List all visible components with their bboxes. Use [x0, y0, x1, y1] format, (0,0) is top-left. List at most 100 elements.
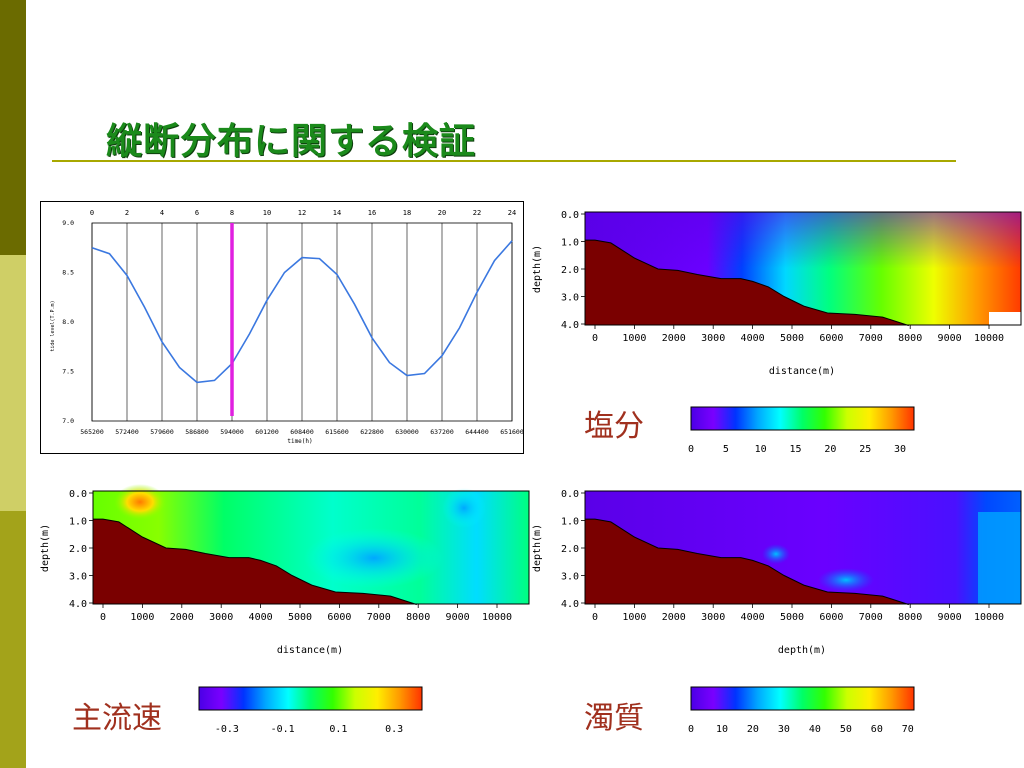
tide-y-tick-label: 9.0	[62, 219, 74, 227]
x-tick-label: 10000	[482, 612, 512, 623]
tide-bottom-tick-label: 608400	[290, 428, 314, 436]
x-tick-label: 7000	[367, 612, 391, 623]
x-tick-label: 1000	[622, 333, 646, 344]
tide-y-tick-label: 7.5	[62, 368, 74, 376]
y-tick-label: 1.0	[561, 238, 579, 249]
x-tick-label: 7000	[859, 333, 883, 344]
y-tick-label: 4.0	[69, 599, 87, 610]
y-tick-label: 2.0	[69, 544, 87, 555]
x-tick-label: 3000	[701, 333, 725, 344]
velocity-section-plot: 0 1000 2000 3000 4000 5000 6000 7000 8000 9000 100…	[40, 484, 530, 656]
x-tick-label: 3000	[209, 612, 233, 623]
tide-bottom-tick-label: 594000	[220, 428, 244, 436]
x-tick-label: 9000	[446, 612, 470, 623]
tide-bottom-tick-label: 565200	[80, 428, 104, 436]
x-tick-label: 0	[100, 612, 106, 623]
tide-top-tick-label: 8	[230, 209, 234, 217]
x-tick-label: 3000	[701, 612, 725, 623]
salinity-label: 塩分	[584, 409, 644, 444]
tide-y-axis-label: tide level(T.P.m)	[50, 300, 56, 351]
y-tick-label: 3.0	[561, 572, 579, 583]
colorbar-tick-label: 40	[809, 724, 821, 735]
salinity-y-axis-label: depth(m)	[532, 245, 543, 293]
tide-bottom-tick-label: 586800	[185, 428, 209, 436]
tide-bottom-tick-label: 615600	[325, 428, 349, 436]
tide-top-tick-label: 4	[160, 209, 164, 217]
x-tick-label: 10000	[974, 333, 1004, 344]
y-tick-label: 1.0	[561, 517, 579, 528]
velocity-y-axis-label: depth(m)	[40, 524, 51, 572]
x-tick-label: 6000	[819, 612, 843, 623]
salinity-x-axis-label: distance(m)	[769, 366, 835, 377]
tide-y-tick-label: 8.0	[62, 318, 74, 326]
x-tick-label: 5000	[780, 612, 804, 623]
tide-bottom-tick-label: 644400	[465, 428, 489, 436]
y-tick-label: 0.0	[69, 489, 87, 500]
x-tick-label: 5000	[288, 612, 312, 623]
turbidity-colorbar: 0 10 20 30 40 50 60 70	[688, 686, 915, 735]
colorbar-tick-label: 5	[723, 444, 729, 455]
velocity-x-axis-label: distance(m)	[277, 645, 343, 656]
x-tick-label: 2000	[662, 612, 686, 623]
tide-top-tick-label: 18	[403, 209, 411, 217]
colorbar-tick-label: 50	[840, 724, 852, 735]
tide-top-tick-label: 22	[473, 209, 481, 217]
velocity-label: 主流速	[72, 701, 162, 736]
tide-bottom-tick-label: 601200	[255, 428, 279, 436]
salinity-section-plot: 0 1000 2000 3000 4000 5000 6000 7000 8000 9000 100…	[532, 210, 1022, 377]
x-tick-label: 9000	[938, 333, 962, 344]
colorbar-tick-label: 15	[790, 444, 802, 455]
tide-y-tick-label: 8.5	[62, 269, 74, 277]
tide-bottom-tick-label: 622800	[360, 428, 384, 436]
x-tick-label: 4000	[249, 612, 273, 623]
x-tick-label: 4000	[741, 333, 765, 344]
riverbed-profile	[92, 518, 417, 606]
y-tick-label: 4.0	[561, 599, 579, 610]
turbidity-y-axis-label: depth(m)	[532, 524, 543, 572]
x-tick-label: 9000	[938, 612, 962, 623]
turbidity-x-axis-label: depth(m)	[778, 645, 826, 656]
tide-y-tick-label: 7.0	[62, 417, 74, 425]
y-tick-label: 2.0	[561, 265, 579, 276]
turbidity-section-plot: 0 1000 2000 3000 4000 5000 6000 7000 8000 9000 100…	[532, 489, 1022, 656]
colorbar-tick-label: 60	[871, 724, 883, 735]
x-tick-label: 0	[592, 333, 598, 344]
colorbar-tick-label: 30	[894, 444, 906, 455]
tide-top-tick-label: 10	[263, 209, 271, 217]
salinity-colorbar: 0 5 10 15 20 25 30	[688, 406, 915, 455]
colorbar-tick-label: 10	[716, 724, 728, 735]
colorbar-tick-label: 0.3	[385, 724, 403, 735]
colorbar-tick-label: 0.1	[329, 724, 347, 735]
tide-top-tick-label: 14	[333, 209, 341, 217]
colorbar-tick-label: 25	[859, 444, 871, 455]
colorbar-tick-label: 30	[778, 724, 790, 735]
side-bar-middle	[0, 255, 26, 511]
x-tick-label: 8000	[898, 612, 922, 623]
riverbed-profile	[584, 518, 909, 606]
tide-top-tick-label: 2	[125, 209, 129, 217]
x-tick-label: 2000	[662, 333, 686, 344]
y-tick-label: 0.0	[561, 210, 579, 221]
tide-bottom-tick-label: 651600	[500, 428, 524, 436]
x-tick-label: 8000	[406, 612, 430, 623]
riverbed-profile	[584, 239, 909, 327]
colorbar-tick-label: 0	[688, 444, 694, 455]
y-tick-label: 1.0	[69, 517, 87, 528]
x-tick-label: 4000	[741, 612, 765, 623]
y-tick-label: 3.0	[561, 293, 579, 304]
tide-top-tick-label: 12	[298, 209, 306, 217]
tide-x-axis-label: time(h)	[287, 438, 312, 445]
slide-title: 縦断分布に関する検証	[106, 121, 477, 162]
turbidity-label: 濁質	[584, 701, 644, 736]
y-tick-label: 3.0	[69, 572, 87, 583]
x-tick-label: 6000	[327, 612, 351, 623]
x-tick-label: 0	[592, 612, 598, 623]
y-tick-label: 0.0	[561, 489, 579, 500]
colorbar-tick-label: 10	[755, 444, 767, 455]
x-tick-label: 2000	[170, 612, 194, 623]
tide-top-tick-label: 24	[508, 209, 516, 217]
x-tick-label: 1000	[130, 612, 154, 623]
tide-bottom-tick-label: 630000	[395, 428, 419, 436]
x-tick-label: 7000	[859, 612, 883, 623]
